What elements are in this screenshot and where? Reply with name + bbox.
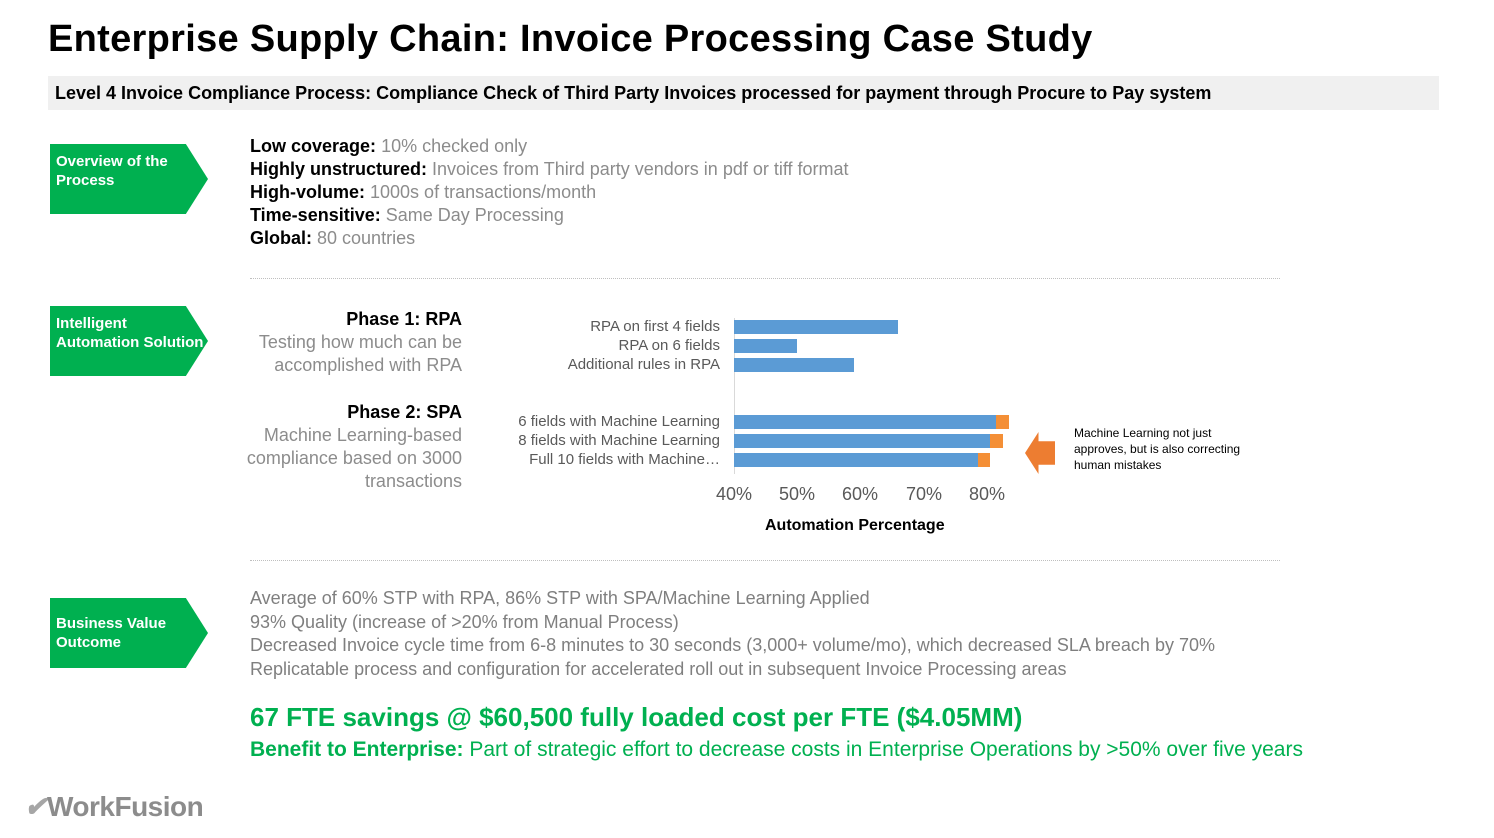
enterprise-benefit: Benefit to Enterprise: Part of strategic… xyxy=(250,738,1303,761)
bar-automation xyxy=(734,453,978,467)
checkmark-logo-icon: ✔ xyxy=(24,791,47,822)
overview-item: Low coverage: 10% checked only xyxy=(250,136,528,156)
bar-correction xyxy=(977,453,991,467)
x-tick: 60% xyxy=(841,484,879,504)
x-axis-title: Automation Percentage xyxy=(765,517,945,534)
bar-automation xyxy=(734,358,855,372)
fte-savings: 67 FTE savings @ $60,500 fully loaded co… xyxy=(250,702,1023,732)
category-label: 6 fields with Machine Learning xyxy=(518,413,720,430)
x-tick: 40% xyxy=(715,484,753,504)
phase-2-description: Machine Learning-based compliance based … xyxy=(246,425,462,491)
category-label: 8 fields with Machine Learning xyxy=(518,432,720,449)
bar-automation xyxy=(734,320,899,334)
overview-item: Global: 80 countries xyxy=(250,228,416,248)
outcome-item: Replicatable process and configuration f… xyxy=(250,658,1067,679)
phase-1-heading: Phase 1: RPA xyxy=(346,309,462,329)
outcome-item: Decreased Invoice cycle time from 6-8 mi… xyxy=(250,635,1215,655)
subtitle: Level 4 Invoice Compliance Process: Comp… xyxy=(55,83,1212,103)
overview-item: High-volume: 1000s of transactions/month xyxy=(250,182,597,202)
phase-2-heading: Phase 2: SPA xyxy=(347,402,462,422)
bar-automation xyxy=(734,415,997,429)
y-axis-line xyxy=(734,318,735,474)
divider xyxy=(250,278,1280,279)
automation-bar-chart: RPA on first 4 fields RPA on 6 fields Ad… xyxy=(490,300,1050,550)
category-label: Additional rules in RPA xyxy=(567,356,720,373)
bar-correction xyxy=(996,415,1010,429)
overview-list: Low coverage: 10% checked only Highly un… xyxy=(250,135,849,250)
category-label: RPA on 6 fields xyxy=(618,337,720,354)
overview-item: Time-sensitive: Same Day Processing xyxy=(250,205,564,225)
category-label: RPA on first 4 fields xyxy=(590,318,720,335)
x-tick: 70% xyxy=(905,484,943,504)
overview-item: Highly unstructured: Invoices from Third… xyxy=(250,159,849,179)
overview-section-label: Overview of the Process xyxy=(50,144,208,214)
bar-automation xyxy=(734,339,798,353)
outcome-list: Average of 60% STP with RPA, 86% STP wit… xyxy=(250,587,1215,681)
ml-annotation: Machine Learning not just approves, but … xyxy=(1074,426,1241,472)
divider xyxy=(250,560,1280,561)
page-title: Enterprise Supply Chain: Invoice Process… xyxy=(48,18,1093,60)
workfusion-logo: ✔WorkFusion xyxy=(24,791,204,822)
phase-1: Phase 1: RPA Testing how much can be acc… xyxy=(222,308,462,377)
x-tick: 50% xyxy=(778,484,816,504)
category-label: Full 10 fields with Machine… xyxy=(529,451,720,468)
outcome-section-label: Business Value Outcome xyxy=(50,598,208,668)
phase-1-description: Testing how much can be accomplished wit… xyxy=(258,332,462,375)
subtitle-bar: Level 4 Invoice Compliance Process: Comp… xyxy=(48,76,1439,110)
bar-automation xyxy=(734,434,991,448)
x-tick: 80% xyxy=(968,484,1006,504)
outcome-item: 93% Quality (increase of >20% from Manua… xyxy=(250,611,679,632)
solution-section-label: Intelligent Automation Solution xyxy=(50,306,208,376)
outcome-item: Average of 60% STP with RPA, 86% STP wit… xyxy=(250,588,870,608)
phase-2: Phase 2: SPA Machine Learning-based comp… xyxy=(222,401,462,493)
bar-correction xyxy=(990,434,1003,448)
